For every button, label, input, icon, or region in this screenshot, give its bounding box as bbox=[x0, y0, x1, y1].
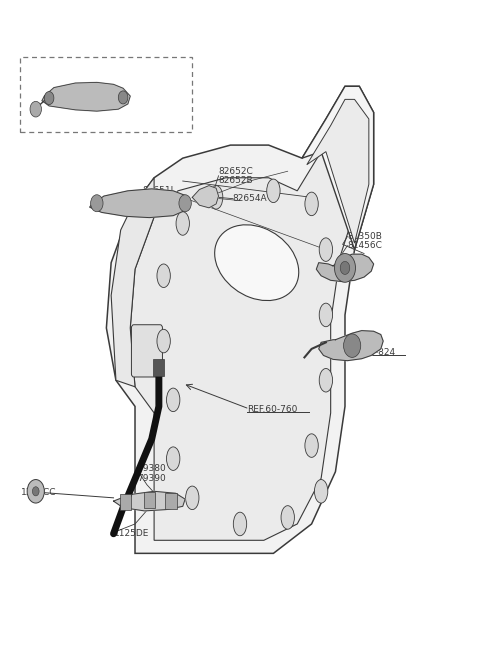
Polygon shape bbox=[307, 99, 369, 243]
Text: 79390: 79390 bbox=[137, 474, 166, 483]
Polygon shape bbox=[319, 331, 383, 361]
Ellipse shape bbox=[319, 369, 333, 392]
Text: 1339CC: 1339CC bbox=[21, 488, 56, 497]
Circle shape bbox=[335, 253, 356, 282]
Circle shape bbox=[91, 195, 103, 212]
Circle shape bbox=[44, 92, 54, 104]
Polygon shape bbox=[192, 186, 218, 208]
Text: 82652B: 82652B bbox=[218, 176, 253, 185]
Ellipse shape bbox=[157, 264, 170, 287]
Ellipse shape bbox=[167, 388, 180, 411]
Polygon shape bbox=[130, 119, 360, 541]
Ellipse shape bbox=[305, 192, 318, 216]
Text: 81350B: 81350B bbox=[348, 232, 382, 241]
Polygon shape bbox=[114, 491, 185, 511]
Circle shape bbox=[344, 334, 361, 358]
Circle shape bbox=[179, 195, 192, 212]
Text: 82654A: 82654A bbox=[233, 194, 267, 203]
FancyBboxPatch shape bbox=[132, 325, 162, 377]
Polygon shape bbox=[90, 189, 190, 218]
Text: REF.81-824: REF.81-824 bbox=[345, 348, 395, 358]
Bar bbox=[165, 493, 177, 509]
Ellipse shape bbox=[167, 447, 180, 470]
Text: (SMART KEY-FR DR): (SMART KEY-FR DR) bbox=[63, 59, 150, 68]
Polygon shape bbox=[316, 254, 373, 281]
Text: 81456C: 81456C bbox=[348, 241, 382, 250]
Ellipse shape bbox=[209, 186, 223, 209]
Text: 82651L: 82651L bbox=[142, 186, 176, 195]
Ellipse shape bbox=[314, 480, 328, 503]
Ellipse shape bbox=[319, 303, 333, 327]
Polygon shape bbox=[302, 87, 373, 250]
Circle shape bbox=[27, 480, 44, 503]
Text: 82651L: 82651L bbox=[63, 73, 97, 82]
Ellipse shape bbox=[305, 434, 318, 457]
Text: REF.60-760: REF.60-760 bbox=[247, 405, 298, 414]
FancyBboxPatch shape bbox=[21, 57, 192, 132]
Polygon shape bbox=[111, 178, 154, 387]
Text: 79380: 79380 bbox=[137, 464, 166, 473]
Ellipse shape bbox=[319, 238, 333, 261]
Ellipse shape bbox=[267, 179, 280, 203]
Circle shape bbox=[30, 101, 41, 117]
Ellipse shape bbox=[186, 486, 199, 510]
Polygon shape bbox=[107, 87, 373, 554]
Text: 82652C: 82652C bbox=[218, 167, 253, 176]
Bar bbox=[144, 492, 155, 508]
Bar bbox=[153, 359, 164, 376]
Ellipse shape bbox=[281, 506, 294, 529]
Bar bbox=[120, 494, 131, 510]
Text: 1125DE: 1125DE bbox=[114, 529, 149, 539]
Circle shape bbox=[33, 487, 39, 496]
Ellipse shape bbox=[157, 329, 170, 353]
Ellipse shape bbox=[233, 512, 247, 536]
Ellipse shape bbox=[176, 212, 190, 236]
Circle shape bbox=[340, 261, 350, 274]
Ellipse shape bbox=[215, 225, 299, 300]
Polygon shape bbox=[42, 83, 130, 111]
Circle shape bbox=[118, 91, 128, 104]
